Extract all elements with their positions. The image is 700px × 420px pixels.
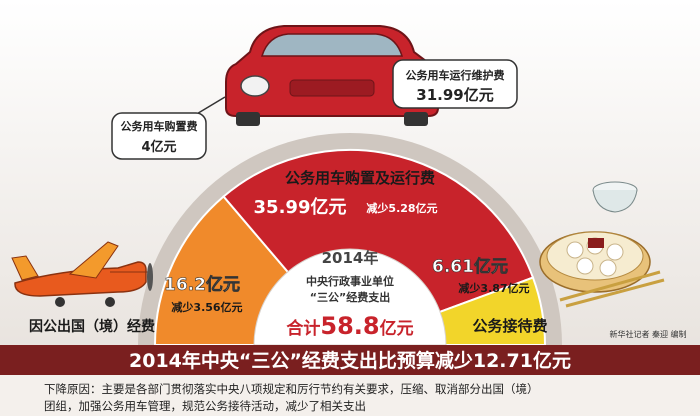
callout-maintenance-label: 公务用车运行维护费 bbox=[406, 68, 505, 82]
slice-reduction-reception: 减少3.87亿元 bbox=[458, 281, 529, 295]
center-subtitle-2: “三公”经费支出 bbox=[310, 290, 390, 304]
airplane-icon bbox=[11, 241, 153, 307]
callout-maintenance-value: 31.99亿元 bbox=[416, 86, 493, 104]
slice-reduction-vehicles: 减少5.28亿元 bbox=[366, 201, 437, 215]
footnote-area bbox=[0, 375, 700, 416]
headline: 2014年中央“三公”经费支出比预算减少12.71亿元 bbox=[129, 349, 571, 372]
slice-label-vehicles: 公务用车购置及运行费 bbox=[285, 169, 435, 187]
footnote-line2: 团组，加强公务用车管理，规范公务接待活动，减少了相关支出 bbox=[44, 399, 366, 413]
slice-label-reception: 公务接待费 bbox=[472, 317, 547, 335]
total-value: 58.8 bbox=[320, 312, 379, 340]
callout-purchase-value: 4亿元 bbox=[141, 139, 176, 155]
total-unit: 亿元 bbox=[380, 318, 414, 339]
callout-purchase: 公务用车购置费 4亿元 bbox=[111, 96, 226, 160]
slice-reduction-travel: 减少3.56亿元 bbox=[171, 300, 242, 314]
total-label: 合计58.8亿元 bbox=[286, 312, 413, 340]
center-subtitle-1: 中央行政事业单位 bbox=[306, 274, 394, 288]
headline-banner bbox=[0, 345, 700, 375]
slice-label-travel: 因公出国（境）经费 bbox=[29, 318, 155, 335]
callout-purchase-label: 公务用车购置费 bbox=[121, 119, 198, 133]
slice-value-vehicles: 35.99亿元 bbox=[254, 196, 347, 218]
center-year: 2014年 bbox=[322, 249, 379, 267]
center-disc bbox=[253, 248, 447, 346]
slice-value-travel: 16.2亿元 bbox=[164, 274, 240, 295]
dumplings-icon bbox=[539, 181, 665, 308]
total-prefix: 合计 bbox=[286, 318, 320, 339]
slice-value-reception: 6.61亿元 bbox=[432, 256, 508, 277]
credit-text: 新华社记者 秦迎 编制 bbox=[609, 329, 686, 339]
callout-maintenance: 公务用车运行维护费 31.99亿元 bbox=[392, 59, 518, 109]
slice-vehicles bbox=[222, 149, 535, 347]
footnote-line1: 下降原因：主要是各部门贯彻落实中央八项规定和厉行节约有关要求，压缩、取消部分出国… bbox=[44, 382, 539, 396]
